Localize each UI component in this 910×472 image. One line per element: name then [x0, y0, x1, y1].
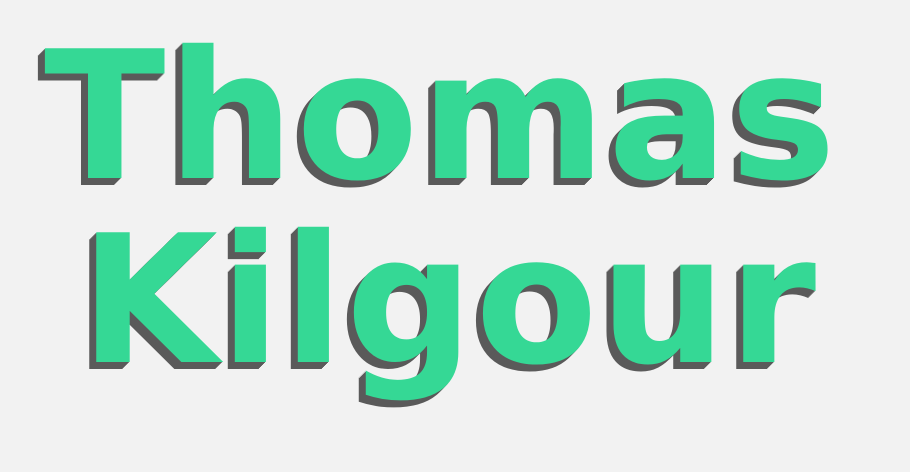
last-name-heading: Kilgour	[79, 197, 819, 404]
first-name-heading: Thomas	[44, 13, 838, 220]
